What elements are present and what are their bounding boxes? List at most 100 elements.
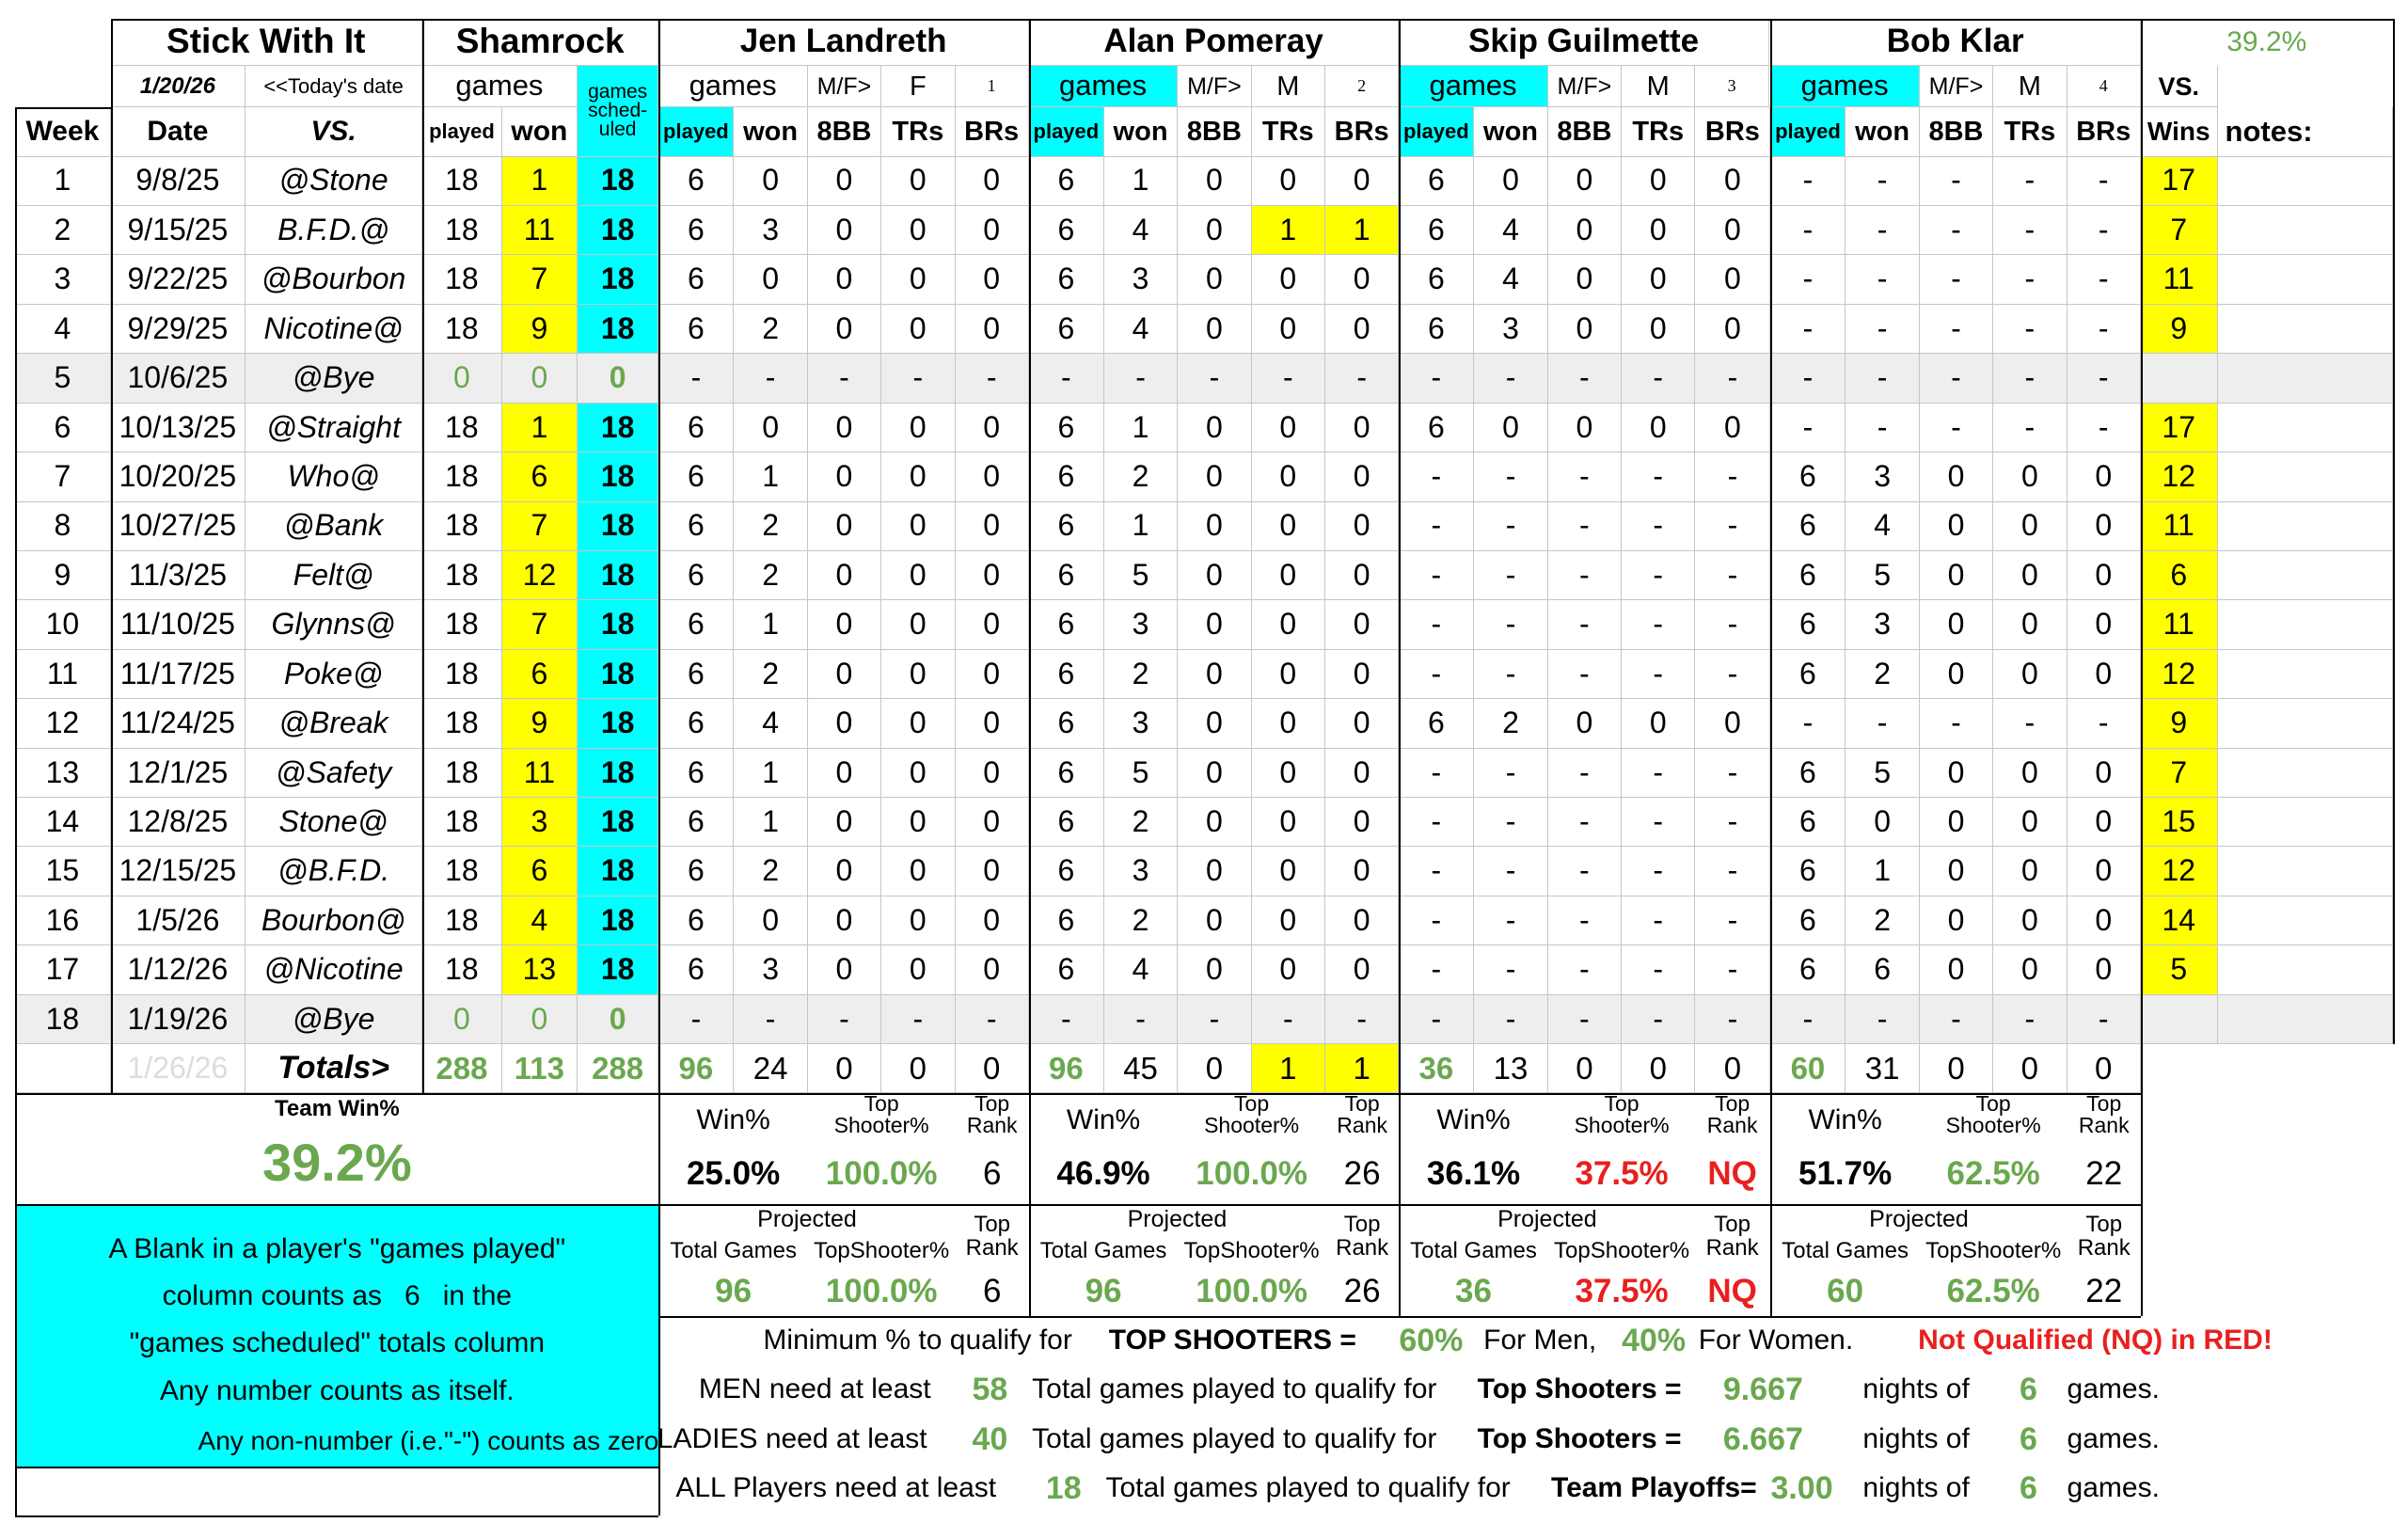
cell: 18 [577,847,659,896]
rule [658,18,661,1516]
cell: - [1474,896,1548,946]
cell: 0 [955,748,1029,799]
cell: 0 [1993,896,2067,946]
cell: @Break [246,699,422,749]
cell: 6 [1028,798,1104,848]
cell: - [2067,699,2141,749]
cell: - [1028,354,1104,404]
column-header: won [734,107,808,157]
stat-label: Total Games [1410,1238,1537,1264]
cell: 18 [577,255,659,305]
cell: 0 [881,945,956,995]
text-part: Rank [966,1113,1018,1138]
total: 288 [577,1044,659,1094]
proj-top-pct: 62.5% [1946,1272,2040,1309]
text-part: Rank [1705,1235,1759,1261]
rule [110,18,113,1094]
total: 13 [1474,1044,1548,1094]
stat-label: Projected [1497,1206,1597,1233]
cell: 7 [501,501,578,551]
notes-cell [2217,649,2393,700]
cell: 2 [734,304,808,355]
cell: 0 [881,649,956,700]
gender-label: M/F> [1919,66,1994,108]
cell: - [1547,649,1623,700]
footer-text: nights of [1862,1471,1970,1503]
cell: 0 [1993,600,2067,650]
cell: - [2067,403,2141,453]
cell: 0 [807,156,882,206]
cell: - [1846,699,1920,749]
cell: 6 [2140,550,2218,601]
cell: 0 [1178,403,1252,453]
cell: - [1695,847,1771,896]
stat-label: Projected [1127,1206,1228,1233]
stat-label: Projected [1869,1206,1969,1233]
cell: 18 [421,452,502,502]
rule [421,18,424,1094]
cell: - [2067,994,2141,1045]
notes-cell [2217,156,2393,206]
cell: 6 [1770,600,1846,650]
gender: M [1622,66,1696,108]
cell: - [658,994,735,1045]
cell: 0 [1251,501,1325,551]
cell: 0 [1324,847,1400,896]
cell: - [881,354,956,404]
cell: 0 [881,550,956,601]
column-header: 8BB [1547,107,1623,157]
player-number: 4 [2067,66,2141,108]
cell: - [1846,255,1920,305]
cell: 1/12/26 [110,945,246,995]
cell: - [1993,354,2067,404]
column-header: played [421,107,502,157]
games-header: games [1770,66,1920,108]
cell: - [1770,205,1846,256]
rule [15,1093,2141,1096]
cell: @Bank [246,501,422,551]
cell: - [1103,354,1179,404]
notes-cell [2217,896,2393,946]
text-part: Shooter% [1945,1113,2041,1138]
proj-top-pct: 37.5% [1575,1272,1669,1309]
total: 0 [1993,1044,2067,1094]
scheduled-header: games sched-uled [577,66,659,157]
rule [2140,18,2143,1317]
note-line: Any number counts as itself. [159,1375,515,1407]
cell: 0 [881,304,956,355]
notes-cell [2217,600,2393,650]
cell [2140,354,2218,404]
cell: 0 [955,600,1029,650]
footer-text: 18 [1045,1469,1082,1506]
cell: - [1474,550,1548,601]
cell: 6 [1770,847,1846,896]
footer-text: MEN need at least [698,1373,931,1405]
cell: 12/15/25 [110,847,246,896]
cell: - [1919,255,1994,305]
cell: 10/6/25 [110,354,246,404]
cell: 0 [807,600,882,650]
cell: - [1399,945,1475,995]
cell: 0 [1251,699,1325,749]
cell: @Nicotine [246,945,422,995]
text-part: Top [1234,1091,1270,1117]
footer-text: For Men, [1483,1325,1597,1356]
text-part: Top [863,1091,899,1117]
cell: 3 [501,798,578,848]
column-header: played [658,107,735,157]
top-pct: 100.0% [1196,1154,1307,1192]
rule [15,107,111,110]
cell: - [1399,600,1475,650]
today-date: 1/20/26 [110,66,246,108]
footer-text: nights of [1862,1422,1970,1454]
player-name: Skip Guilmette [1399,18,1769,67]
cell: - [1695,649,1771,700]
footer-text: LADIES need at least [657,1422,927,1454]
top-rank: 26 [1343,1154,1381,1192]
cell: - [1474,452,1548,502]
cell: 0 [1324,649,1400,700]
cell: 18 [421,748,502,799]
top-rank: 22 [2085,1154,2123,1192]
cell: 0 [955,798,1029,848]
